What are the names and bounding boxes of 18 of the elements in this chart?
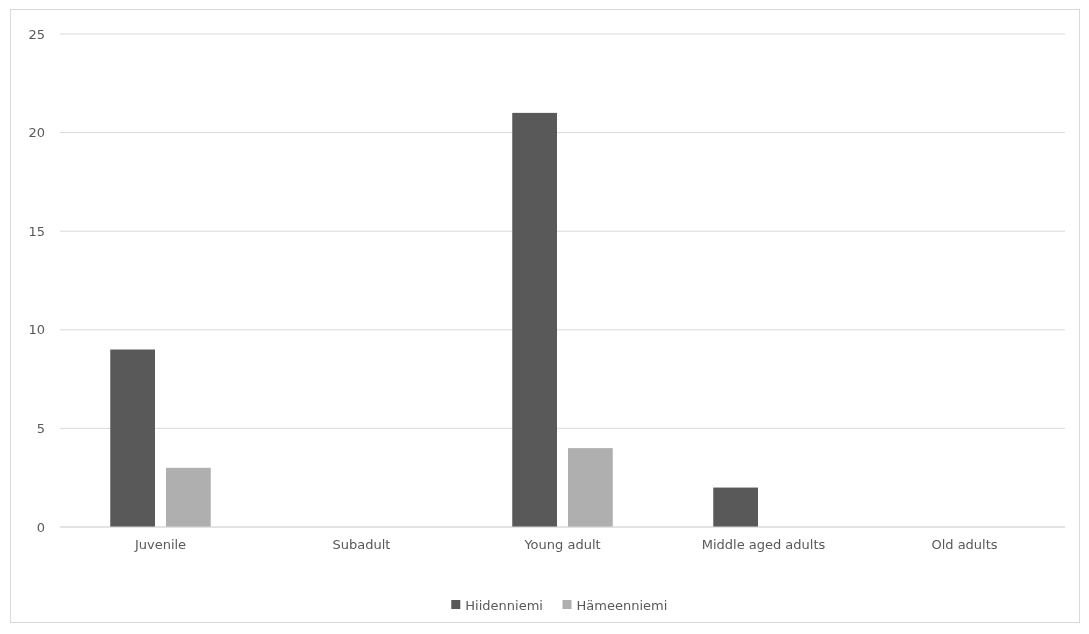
- bar: [713, 487, 758, 527]
- legend-label: Hiidenniemi: [465, 597, 543, 613]
- bar: [110, 349, 155, 527]
- y-tick-label: 15: [28, 223, 45, 239]
- bar: [512, 112, 557, 527]
- y-tick-label: 5: [36, 420, 45, 436]
- bar: [166, 467, 211, 527]
- y-tick-label: 20: [28, 125, 45, 141]
- x-tick-label: Young adult: [523, 537, 601, 552]
- x-tick-label: Old adults: [931, 537, 998, 552]
- x-tick-label: Middle aged adults: [701, 537, 826, 552]
- y-tick-label: 25: [28, 26, 45, 42]
- y-tick-label: 0: [36, 519, 45, 535]
- legend-label: Hämeenniemi: [576, 597, 668, 613]
- y-tick-label: 10: [28, 322, 45, 338]
- x-tick-label: Subadult: [332, 537, 391, 552]
- bar: [568, 448, 613, 527]
- x-tick-label: Juvenile: [133, 537, 187, 552]
